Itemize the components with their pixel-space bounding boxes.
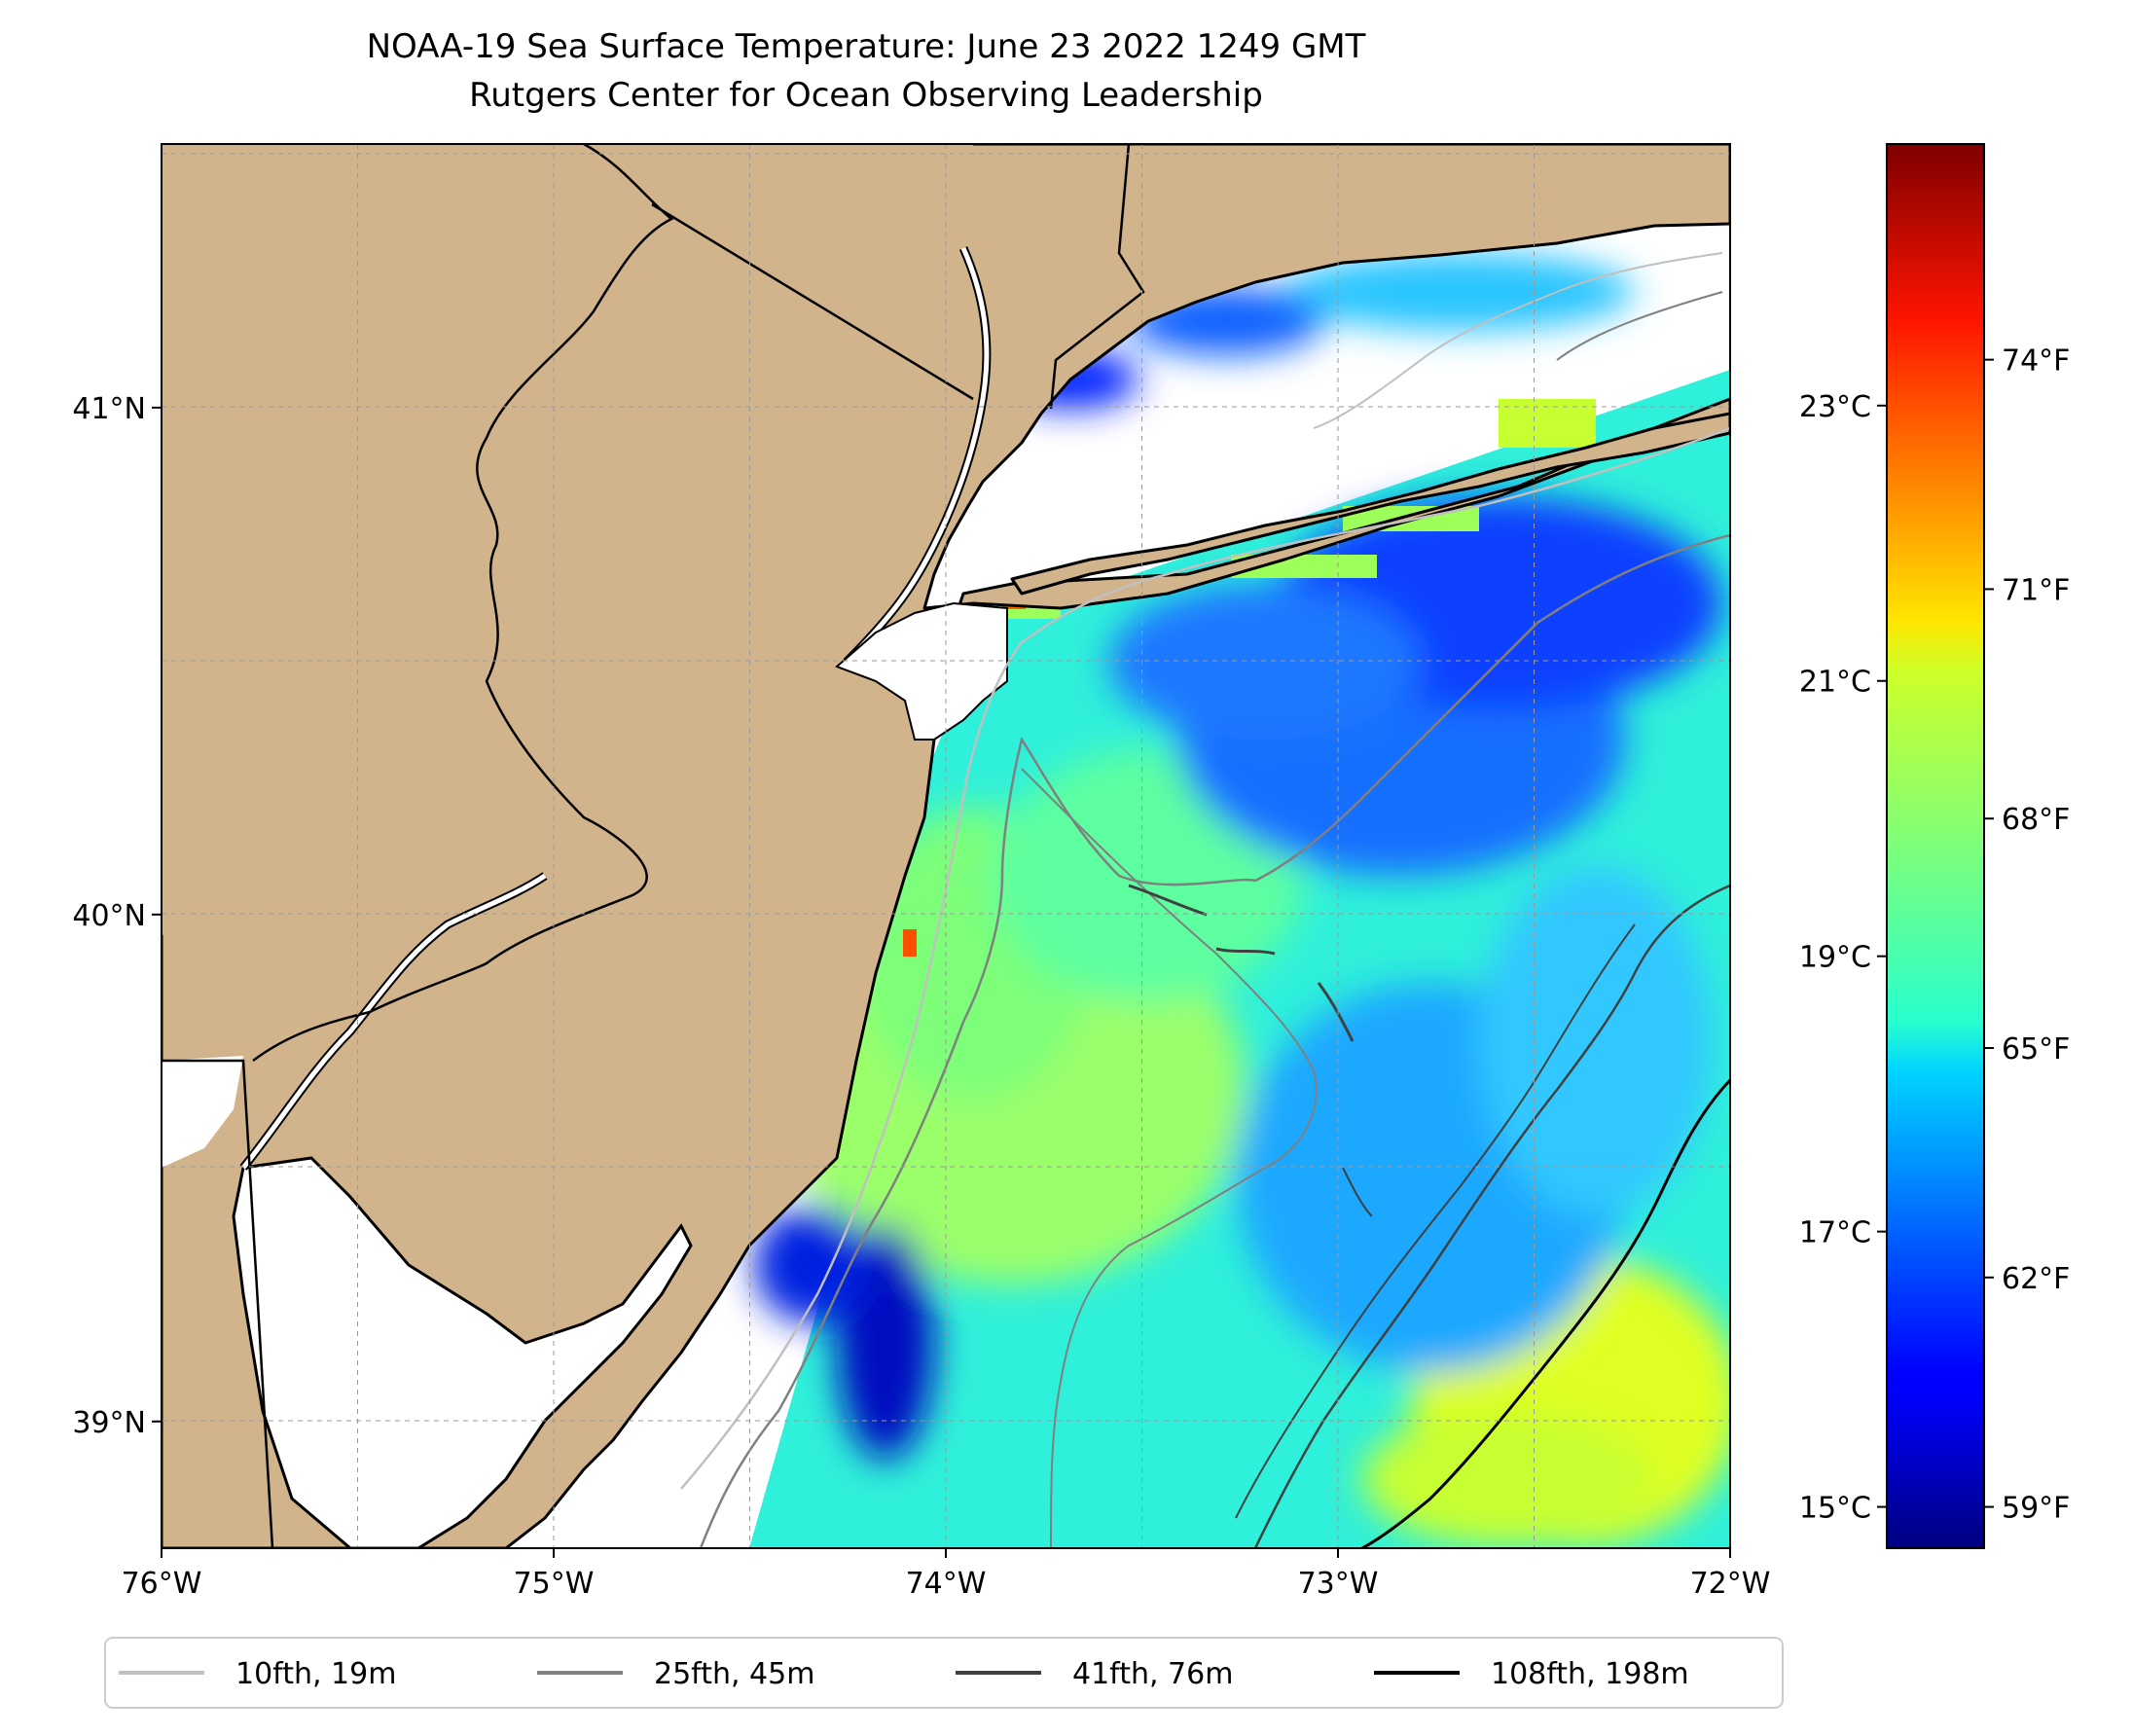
fahrenheit-tick-label: 62°F (2002, 1262, 2070, 1296)
state-borders (162, 144, 1145, 1548)
fahrenheit-tick-label: 71°F (2002, 573, 2070, 607)
colorbar: 15°C 17°C 19°C 21°C 23°C 59°F 62°F 65°F 68°F 71°… (1799, 143, 2070, 1549)
legend-label: 108fth, 198m (1491, 1657, 1689, 1691)
legend: 10fth, 19m 25fth, 45m 41fth, 76m 108fth, 19… (104, 1637, 1784, 1709)
map-title: NOAA-19 Sea Surface Temperature: June 23… (366, 27, 1366, 66)
lon-tick-label: 72°W (1690, 1567, 1771, 1601)
fahrenheit-tick-label: 65°F (2002, 1032, 2070, 1067)
colorbar-fahrenheit-ticks: 59°F 62°F 65°F 68°F 71°F 74°F (1984, 344, 2070, 1526)
graticule (162, 144, 1730, 1548)
map-subtitle: Rutgers Center for Ocean Observing Leade… (469, 76, 1263, 115)
bathymetry-contours (680, 252, 1730, 1548)
legend-label: 10fth, 19m (235, 1657, 396, 1691)
lat-tick-label: 40°N (72, 899, 146, 933)
celsius-tick-label: 17°C (1799, 1216, 1871, 1250)
celsius-tick-label: 23°C (1799, 390, 1871, 424)
legend-label: 25fth, 45m (654, 1657, 814, 1691)
map-area (162, 144, 1730, 1548)
celsius-tick-label: 19°C (1799, 941, 1871, 975)
lon-tick-label: 75°W (514, 1567, 595, 1601)
fahrenheit-tick-label: 59°F (2002, 1492, 2070, 1526)
fahrenheit-tick-label: 68°F (2002, 803, 2070, 837)
celsius-tick-label: 15°C (1799, 1492, 1871, 1526)
lon-tick-label: 74°W (906, 1567, 987, 1601)
fahrenheit-tick-label: 74°F (2002, 344, 2070, 379)
lat-tick-label: 39°N (72, 1406, 146, 1440)
legend-label: 41fth, 76m (1072, 1657, 1233, 1691)
latitude-axis: 39°N 40°N 41°N (72, 392, 162, 1440)
lon-tick-label: 73°W (1298, 1567, 1379, 1601)
longitude-axis: 76°W 75°W 74°W 73°W 72°W (122, 1548, 1771, 1601)
colorbar-frame (1886, 143, 1985, 1549)
lon-tick-label: 76°W (122, 1567, 202, 1601)
colorbar-gradient (1887, 144, 1984, 1548)
legend-box (104, 1637, 1784, 1709)
lat-tick-label: 41°N (72, 392, 146, 426)
colorbar-celsius-ticks: 15°C 17°C 19°C 21°C 23°C (1799, 390, 1887, 1526)
celsius-tick-label: 21°C (1799, 666, 1871, 700)
